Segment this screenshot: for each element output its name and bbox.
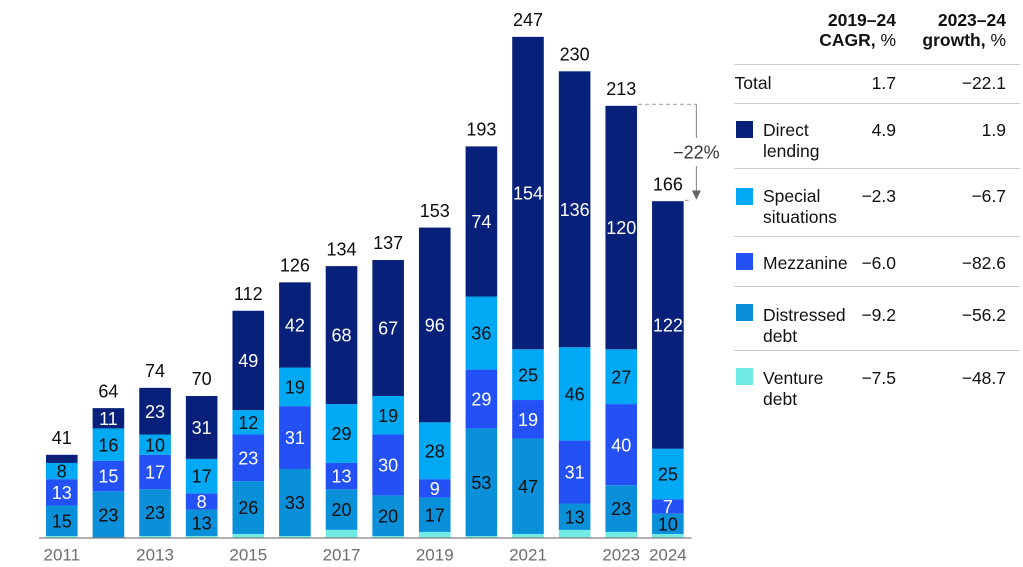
svg-text:166: 166 (653, 174, 683, 194)
svg-text:153: 153 (420, 201, 450, 221)
svg-text:2019: 2019 (416, 546, 454, 565)
svg-text:8: 8 (197, 492, 207, 512)
svg-text:29: 29 (471, 390, 491, 410)
svg-text:30: 30 (378, 456, 398, 476)
svg-text:31: 31 (192, 418, 212, 438)
svg-text:2017: 2017 (323, 546, 361, 565)
svg-text:23: 23 (145, 503, 165, 523)
svg-text:41: 41 (52, 428, 72, 448)
svg-text:2021: 2021 (509, 546, 547, 565)
svg-text:7: 7 (663, 497, 673, 517)
svg-text:25: 25 (658, 465, 678, 485)
svg-text:213: 213 (606, 79, 636, 99)
svg-text:42: 42 (285, 316, 305, 336)
svg-text:28: 28 (425, 441, 445, 461)
svg-text:20: 20 (332, 500, 352, 520)
svg-text:10: 10 (658, 514, 678, 534)
svg-text:12: 12 (238, 413, 258, 433)
svg-text:247: 247 (513, 10, 543, 30)
svg-text:2023: 2023 (602, 546, 640, 565)
svg-text:13: 13 (565, 507, 585, 527)
svg-text:2011: 2011 (44, 546, 81, 565)
svg-text:134: 134 (326, 239, 356, 259)
svg-text:23: 23 (98, 505, 118, 525)
svg-text:67: 67 (378, 319, 398, 339)
svg-text:193: 193 (466, 120, 496, 140)
svg-text:29: 29 (332, 424, 352, 444)
svg-text:26: 26 (238, 498, 258, 518)
svg-text:10: 10 (145, 435, 165, 455)
svg-text:74: 74 (145, 361, 165, 381)
svg-text:230: 230 (560, 45, 590, 65)
svg-text:15: 15 (52, 511, 72, 531)
svg-text:122: 122 (653, 316, 683, 336)
svg-text:27: 27 (611, 367, 631, 387)
svg-text:13: 13 (332, 467, 352, 487)
svg-text:49: 49 (238, 351, 258, 371)
svg-text:36: 36 (471, 324, 491, 344)
svg-text:137: 137 (373, 233, 403, 253)
svg-text:2015: 2015 (229, 546, 267, 565)
svg-text:19: 19 (378, 406, 398, 426)
svg-text:2013: 2013 (136, 546, 174, 565)
svg-text:2024: 2024 (649, 546, 687, 565)
svg-text:126: 126 (280, 256, 310, 276)
svg-text:23: 23 (611, 499, 631, 519)
svg-text:17: 17 (192, 467, 212, 487)
svg-text:23: 23 (145, 402, 165, 422)
svg-text:74: 74 (471, 212, 491, 232)
svg-text:9: 9 (430, 479, 440, 499)
svg-text:112: 112 (234, 284, 263, 304)
svg-text:70: 70 (192, 369, 212, 389)
svg-text:64: 64 (98, 381, 118, 401)
svg-text:96: 96 (425, 316, 445, 336)
svg-text:23: 23 (238, 448, 258, 468)
svg-text:31: 31 (285, 428, 305, 448)
svg-text:120: 120 (606, 218, 636, 238)
svg-text:33: 33 (285, 493, 305, 513)
svg-text:47: 47 (518, 477, 538, 497)
svg-text:40: 40 (611, 435, 631, 455)
svg-text:31: 31 (565, 463, 585, 483)
svg-text:136: 136 (560, 200, 590, 220)
svg-text:20: 20 (378, 506, 398, 526)
svg-text:53: 53 (471, 473, 491, 493)
svg-text:19: 19 (285, 377, 305, 397)
svg-text:154: 154 (513, 184, 543, 204)
svg-text:17: 17 (145, 463, 165, 483)
svg-text:16: 16 (98, 435, 118, 455)
svg-text:19: 19 (518, 410, 538, 430)
svg-text:13: 13 (192, 513, 212, 533)
svg-text:13: 13 (52, 483, 72, 503)
svg-text:68: 68 (332, 326, 352, 346)
svg-text:46: 46 (565, 385, 585, 405)
svg-text:11: 11 (99, 409, 118, 429)
svg-text:8: 8 (57, 462, 67, 482)
svg-text:25: 25 (518, 365, 538, 385)
svg-text:17: 17 (425, 505, 445, 525)
svg-text:−22%: −22% (673, 143, 720, 163)
svg-text:15: 15 (98, 467, 118, 487)
